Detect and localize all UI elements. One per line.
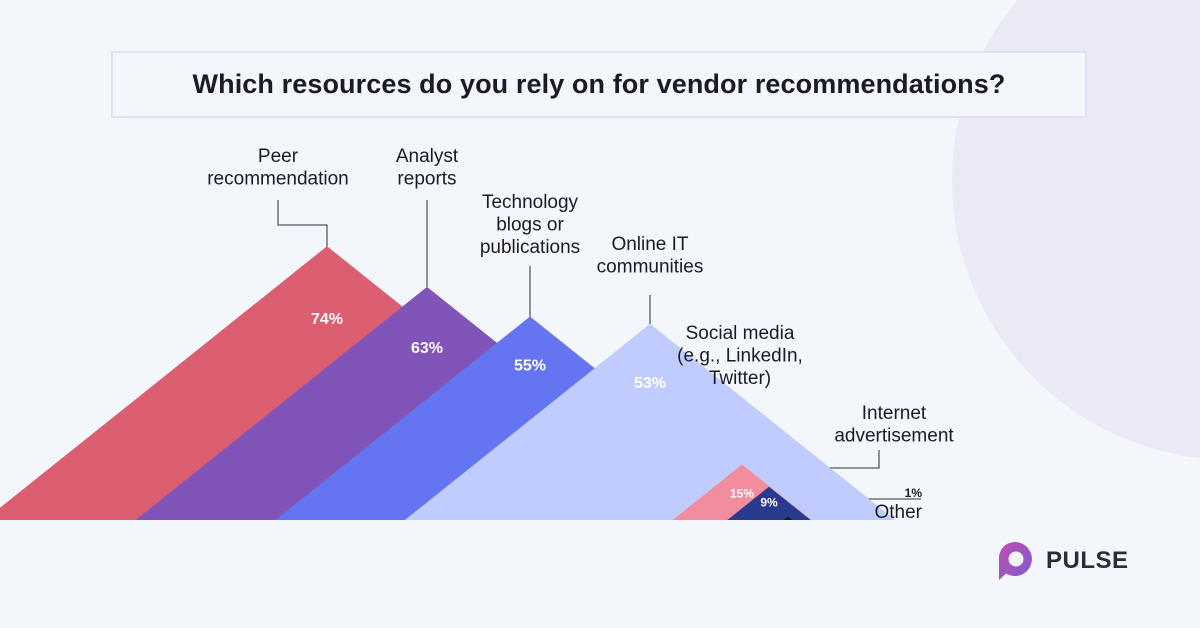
category-label-line: Analyst	[396, 146, 459, 167]
value-label-internet-advertisement: 9%	[760, 496, 778, 510]
pulse-logo-text: PULSE	[1046, 547, 1129, 574]
category-label-line: Social media	[686, 323, 795, 344]
value-label-social-media-e-g-linkedin-twitter: 15%	[730, 487, 754, 501]
category-label-line: Twitter)	[709, 368, 771, 389]
chart-marks	[0, 246, 896, 520]
category-label-line: communities	[597, 257, 704, 278]
title-box: Which resources do you rely on for vendo…	[111, 51, 1087, 118]
category-label-analyst-reports: Analyst reports	[396, 146, 459, 190]
category-labels: Peer recommendation Analyst reports Technolo…	[207, 146, 954, 523]
category-label-technology-blogs-or-publications: Technology blogs or publications	[480, 192, 580, 258]
pulse-logo: PULSE	[996, 540, 1129, 582]
category-label-line: Other	[874, 502, 922, 523]
category-label-line: Peer	[258, 146, 299, 167]
category-label-line: advertisement	[834, 426, 954, 447]
category-label-other: Other	[874, 502, 922, 523]
chart-title: Which resources do you rely on for vendo…	[192, 69, 1006, 99]
value-label-other: 1%	[905, 486, 923, 500]
value-label-analyst-reports: 63%	[411, 340, 443, 357]
category-label-line: Technology	[482, 192, 579, 213]
value-label-online-it-communities: 53%	[634, 375, 666, 392]
category-label-line: blogs or	[496, 215, 564, 236]
category-label-line: reports	[397, 169, 456, 190]
category-label-peer-recommendation: Peer recommendation	[207, 146, 349, 190]
category-label-line: publications	[480, 237, 580, 258]
category-label-line: recommendation	[207, 169, 349, 190]
pulse-logo-icon	[998, 542, 1032, 580]
category-label-online-it-communities: Online IT communities	[597, 234, 704, 278]
triangle-other	[783, 516, 793, 520]
category-label-social-media-e-g-linkedin-twitter: Social media (e.g., LinkedIn, Twitter)	[677, 323, 803, 389]
leader-line-peer-recommendation	[277, 200, 328, 248]
value-labels: 74% 63% 55% 53% 15% 9% 1%	[311, 311, 922, 510]
value-label-peer-recommendation: 74%	[311, 311, 343, 328]
category-label-line: Internet	[862, 403, 927, 424]
value-label-technology-blogs-or-publications: 55%	[514, 358, 546, 375]
triangle-internet-advertisement	[727, 486, 811, 520]
category-label-internet-advertisement: Internet advertisement	[834, 403, 954, 447]
triangle-online-it-communities	[404, 323, 896, 520]
category-label-line: Online IT	[611, 234, 688, 255]
category-label-line: (e.g., LinkedIn,	[677, 346, 803, 367]
